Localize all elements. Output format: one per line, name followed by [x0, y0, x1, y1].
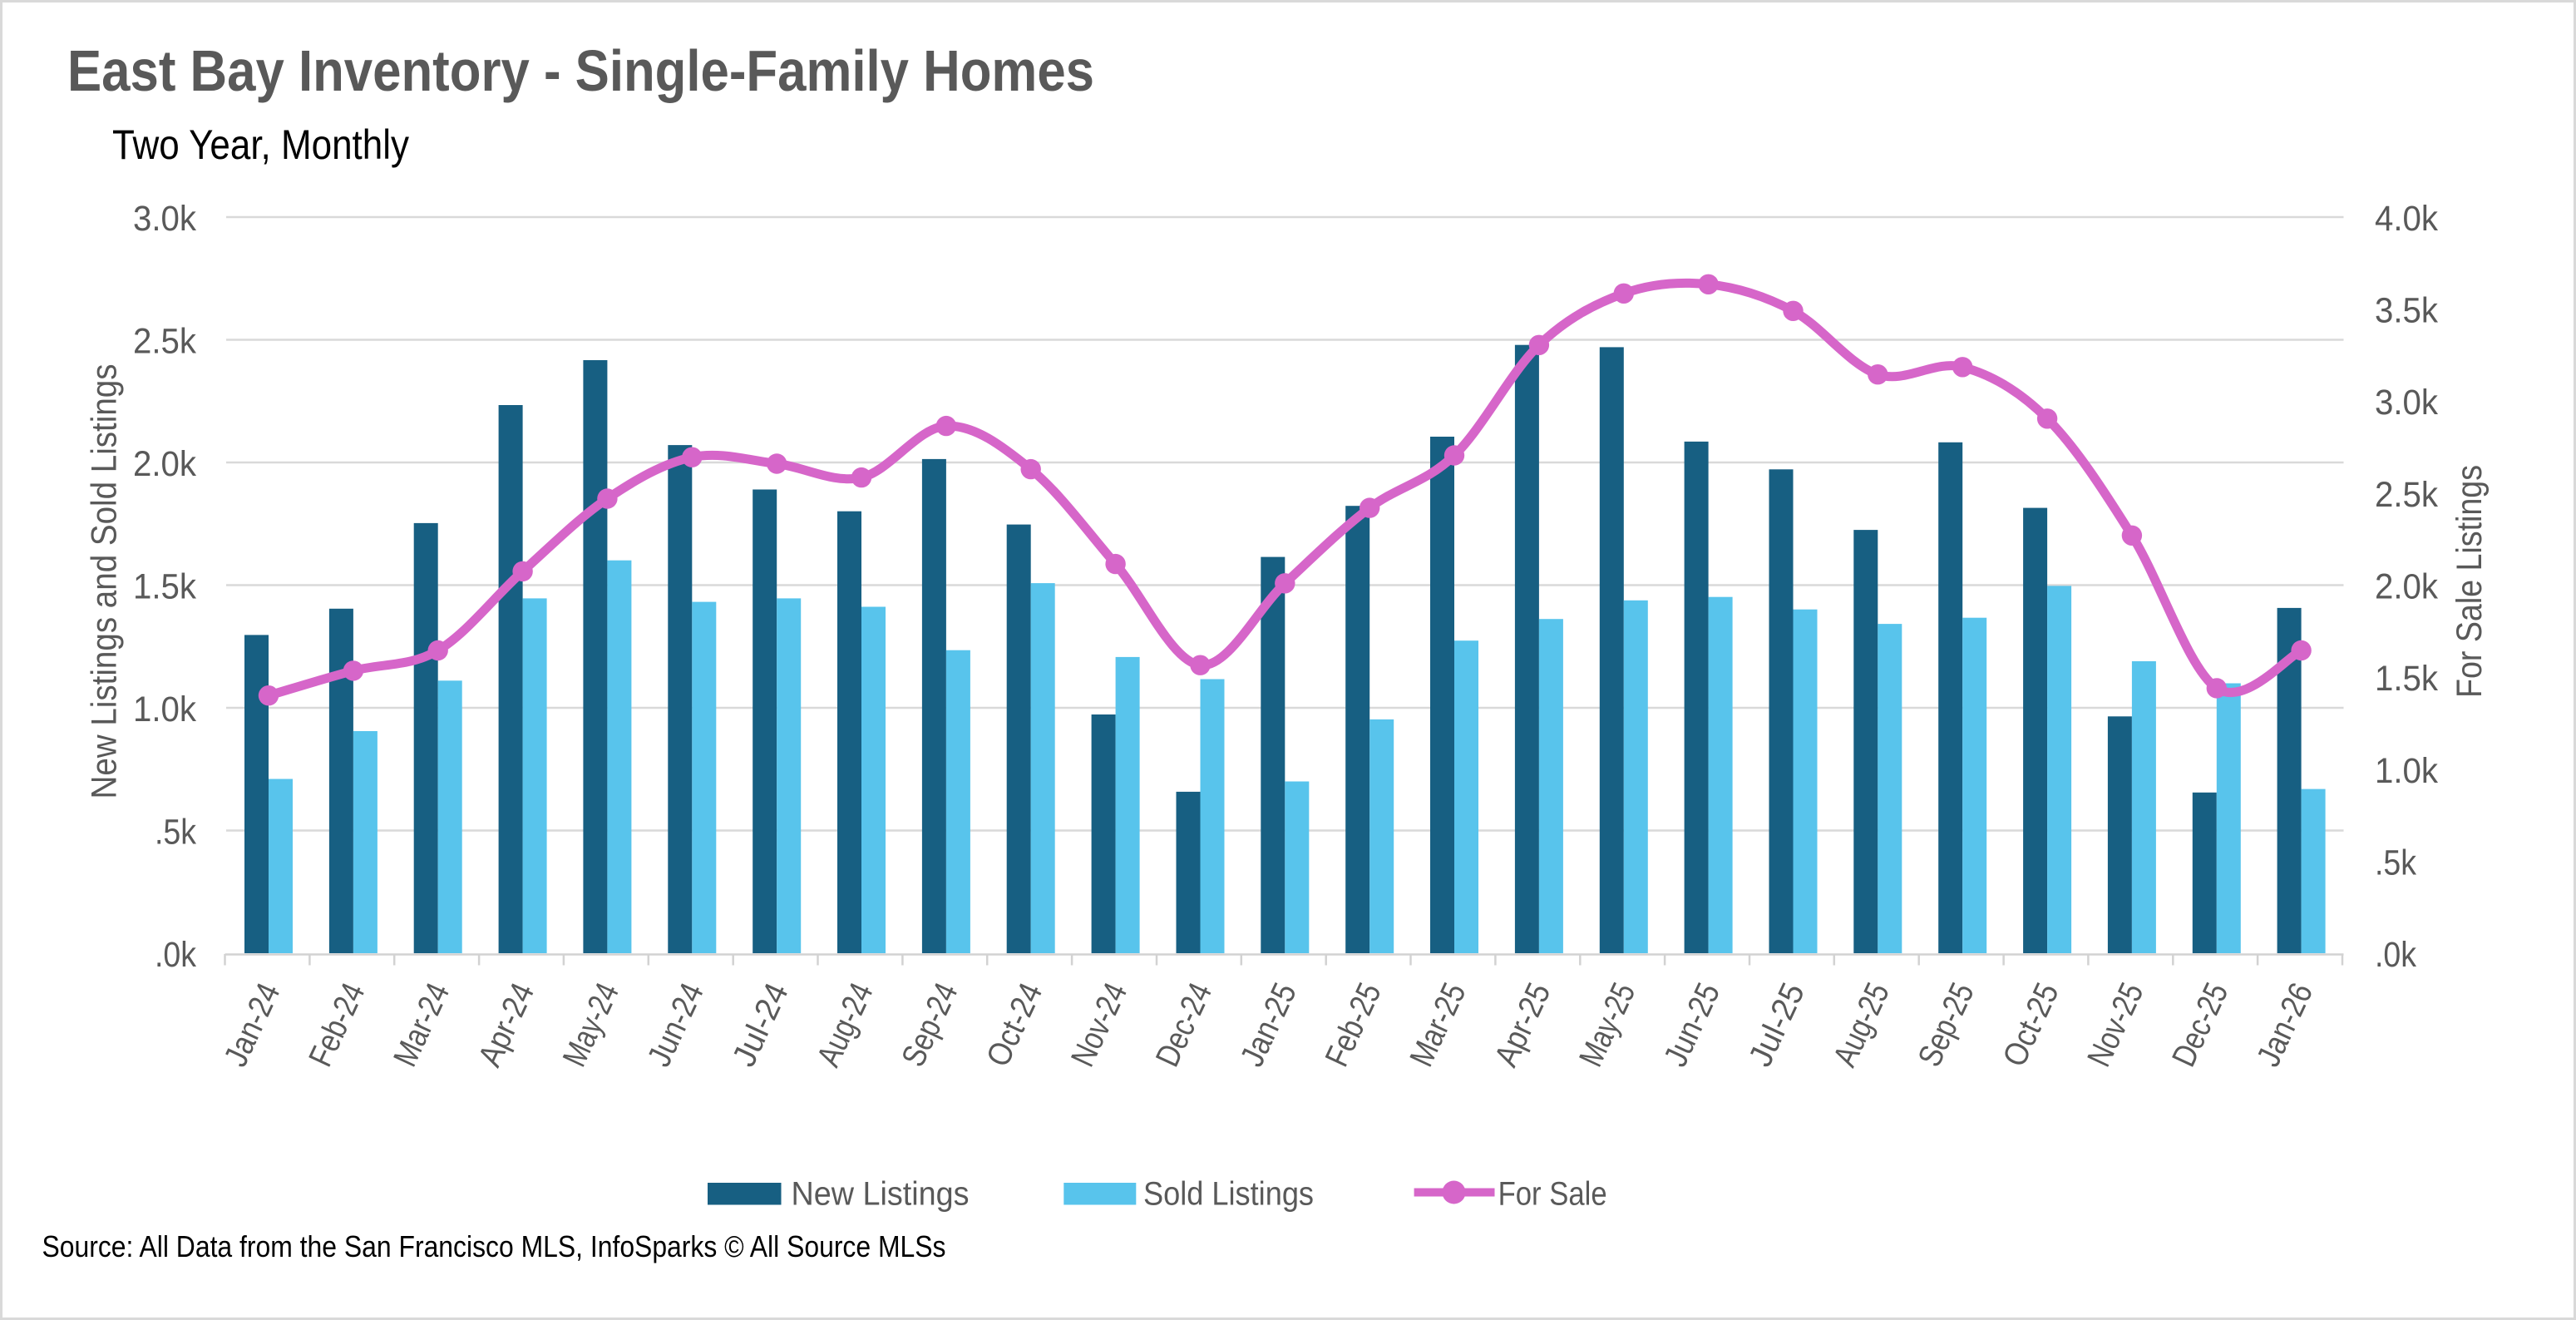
svg-text:2.0k: 2.0k — [133, 444, 196, 484]
svg-text:Two Year, Monthly: Two Year, Monthly — [112, 121, 409, 168]
svg-text:For Sale: For Sale — [1498, 1176, 1607, 1213]
svg-text:2.5k: 2.5k — [2375, 475, 2438, 515]
svg-text:East Bay Inventory - Single-Fa: East Bay Inventory - Single-Family Homes — [67, 38, 1094, 103]
svg-text:Sold Listings: Sold Listings — [1143, 1176, 1314, 1213]
svg-text:Source: All Data from the San: Source: All Data from the San Francisco … — [42, 1229, 946, 1263]
svg-text:New Listings: New Listings — [792, 1176, 970, 1213]
svg-text:2.0k: 2.0k — [2375, 567, 2438, 607]
svg-text:.5k: .5k — [2375, 843, 2416, 882]
svg-text:New Listings and Sold Listings: New Listings and Sold Listings — [85, 364, 125, 799]
svg-text:1.5k: 1.5k — [2375, 659, 2438, 699]
svg-text:.5k: .5k — [155, 813, 196, 853]
svg-text:3.0k: 3.0k — [133, 199, 196, 239]
svg-text:.0k: .0k — [2375, 935, 2416, 975]
svg-text:1.5k: 1.5k — [133, 567, 196, 607]
svg-text:For Sale Listings: For Sale Listings — [2450, 465, 2490, 698]
svg-text:2.5k: 2.5k — [133, 322, 196, 362]
svg-text:1.0k: 1.0k — [2375, 751, 2438, 791]
svg-text:3.5k: 3.5k — [2375, 291, 2438, 331]
svg-text:4.0k: 4.0k — [2375, 199, 2438, 239]
svg-text:.0k: .0k — [155, 935, 196, 975]
svg-text:3.0k: 3.0k — [2375, 383, 2438, 423]
svg-text:1.0k: 1.0k — [133, 690, 196, 729]
